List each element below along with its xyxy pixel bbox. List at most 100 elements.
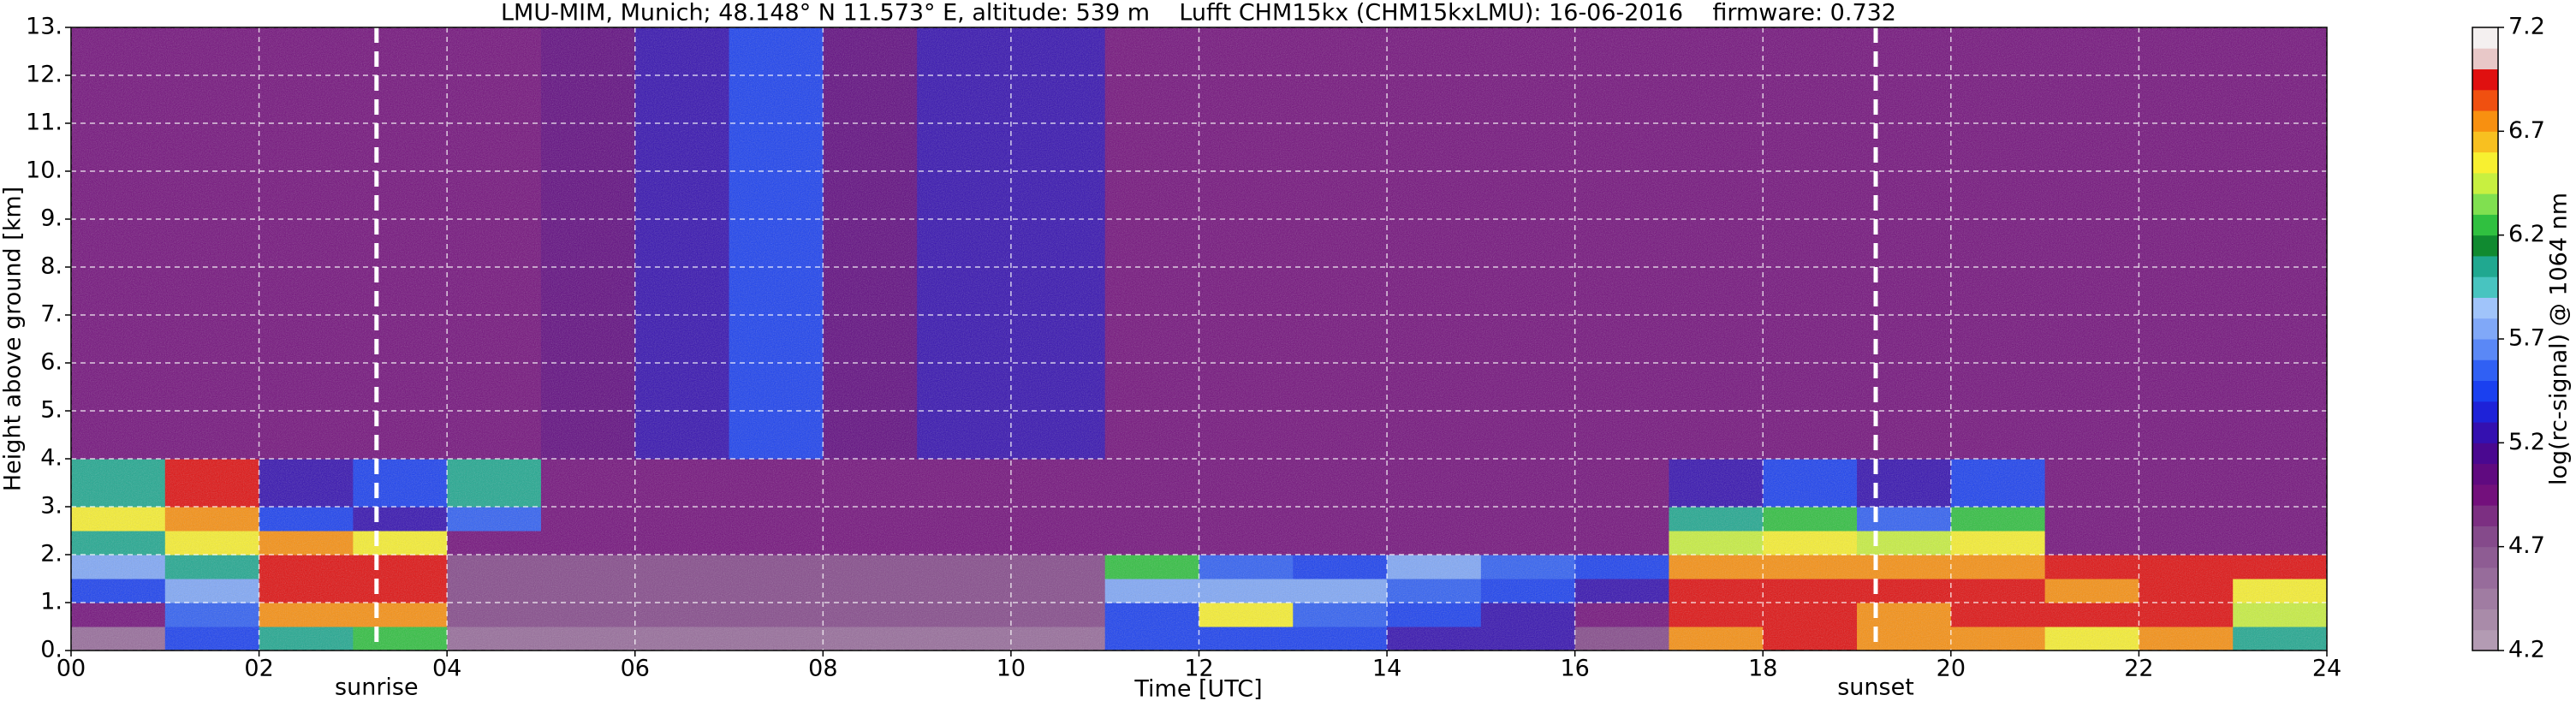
x-axis-label: Time [UTC] bbox=[1133, 676, 1262, 703]
heatmap-cell bbox=[2139, 579, 2234, 603]
heatmap-cell bbox=[259, 627, 354, 651]
heatmap-cell bbox=[2139, 531, 2234, 556]
heatmap-cell bbox=[1669, 531, 1764, 556]
heatmap-cell bbox=[540, 27, 636, 460]
y-tick-label: 7. bbox=[40, 301, 62, 328]
x-tick-label: 00 bbox=[57, 656, 86, 682]
x-tick-label: 12 bbox=[1184, 656, 1213, 682]
heatmap-cell bbox=[1010, 507, 1106, 532]
heatmap-cell bbox=[917, 555, 1012, 579]
x-tick-label: 22 bbox=[2124, 656, 2153, 682]
heatmap-cell bbox=[1763, 579, 1858, 603]
heatmap-cell bbox=[823, 459, 918, 508]
heatmap-cell bbox=[634, 507, 730, 532]
heatmap-cell bbox=[729, 27, 824, 460]
heatmap-cell bbox=[1010, 579, 1106, 603]
heatmap-cell bbox=[447, 531, 542, 556]
heatmap-cell bbox=[1293, 627, 1388, 651]
heatmap-cell bbox=[1574, 531, 1669, 556]
colorbar-swatch bbox=[2472, 318, 2498, 340]
heatmap-cell bbox=[540, 579, 636, 603]
heatmap-cell bbox=[540, 507, 636, 532]
y-tick-label: 0. bbox=[40, 637, 62, 663]
heatmap-cell bbox=[1104, 579, 1199, 603]
heatmap-cell bbox=[1763, 507, 1858, 532]
heatmap-cell bbox=[2044, 555, 2139, 579]
heatmap-cell bbox=[1199, 603, 1294, 627]
heatmap-cell bbox=[2139, 555, 2234, 579]
heatmap-cell bbox=[2233, 627, 2328, 651]
heatmap-cell bbox=[71, 555, 166, 579]
heatmap-cell bbox=[164, 531, 260, 556]
heatmap-cell bbox=[917, 507, 1012, 532]
x-tick-label: 24 bbox=[2312, 656, 2341, 682]
heatmap-cell bbox=[729, 555, 824, 579]
colorbar-swatch bbox=[2472, 567, 2498, 589]
heatmap-cell bbox=[1293, 27, 1388, 460]
colorbar-swatch bbox=[2472, 588, 2498, 609]
heatmap-cell bbox=[259, 579, 354, 603]
heatmap-cell bbox=[1199, 459, 1294, 508]
heatmap-cell bbox=[540, 459, 636, 508]
heatmap-cell bbox=[540, 627, 636, 651]
heatmap-cell bbox=[1387, 603, 1482, 627]
heatmap-cell bbox=[1199, 555, 1294, 579]
heatmap-cell bbox=[634, 603, 730, 627]
y-tick-label: 4. bbox=[40, 445, 62, 472]
heatmap-cell bbox=[2233, 579, 2328, 603]
heatmap-cell bbox=[917, 627, 1012, 651]
heatmap-cell bbox=[2139, 27, 2234, 460]
heatmap-cell bbox=[2044, 27, 2139, 460]
heatmap-cell bbox=[353, 507, 448, 532]
colorbar-swatch bbox=[2472, 339, 2498, 360]
colorbar-swatch bbox=[2472, 546, 2498, 568]
heatmap-cell bbox=[634, 27, 730, 460]
heatmap-cell bbox=[1104, 603, 1199, 627]
colorbar-swatch bbox=[2472, 505, 2498, 526]
heatmap-cell bbox=[1669, 603, 1764, 627]
heatmap-cell bbox=[2233, 555, 2328, 579]
heatmap-cell bbox=[1387, 579, 1482, 603]
heatmap-cell bbox=[1950, 459, 2046, 508]
heatmap-cell bbox=[1950, 27, 2046, 460]
heatmap-cell bbox=[634, 555, 730, 579]
heatmap-cell bbox=[353, 459, 448, 508]
heatmap-cell bbox=[823, 579, 918, 603]
heatmap-cell bbox=[164, 459, 260, 508]
heatmap-cell bbox=[1950, 555, 2046, 579]
heatmap-cell bbox=[1104, 459, 1199, 508]
colorbar-swatch bbox=[2472, 443, 2498, 465]
heatmap-cell bbox=[2233, 27, 2328, 460]
heatmap-cell bbox=[164, 27, 260, 460]
chart-title: LMU-MIM, Munich; 48.148° N 11.573° E, al… bbox=[501, 0, 1896, 27]
heatmap-cell bbox=[2233, 603, 2328, 627]
heatmap-cell bbox=[164, 627, 260, 651]
x-tick-label: 04 bbox=[432, 656, 461, 682]
colorbar-swatch bbox=[2472, 110, 2498, 132]
heatmap-cell bbox=[1293, 603, 1388, 627]
heatmap-cell bbox=[164, 555, 260, 579]
heatmap-cell bbox=[1387, 627, 1482, 651]
heatmap-cell bbox=[1574, 555, 1669, 579]
heatmap-cell bbox=[71, 459, 166, 508]
heatmap-cell bbox=[353, 579, 448, 603]
heatmap-cell bbox=[1293, 507, 1388, 532]
heatmap-cell bbox=[1199, 531, 1294, 556]
colorbar-swatch bbox=[2472, 422, 2498, 443]
heatmap-cell bbox=[729, 603, 824, 627]
heatmap-cell bbox=[1669, 579, 1764, 603]
heatmap-cell bbox=[164, 603, 260, 627]
y-tick-label: 5. bbox=[40, 397, 62, 424]
heatmap-cell bbox=[1763, 531, 1858, 556]
heatmap-cell bbox=[353, 603, 448, 627]
heatmap-cell bbox=[1480, 459, 1576, 508]
colorbar-swatch bbox=[2472, 255, 2498, 277]
heatmap-cell bbox=[1293, 531, 1388, 556]
heatmap-cell bbox=[2044, 459, 2139, 508]
heatmap-cell bbox=[2044, 531, 2139, 556]
colorbar-swatch bbox=[2472, 380, 2498, 402]
heatmap-cell bbox=[729, 531, 824, 556]
heatmap-cell bbox=[1104, 555, 1199, 579]
heatmap-cell bbox=[1199, 27, 1294, 460]
